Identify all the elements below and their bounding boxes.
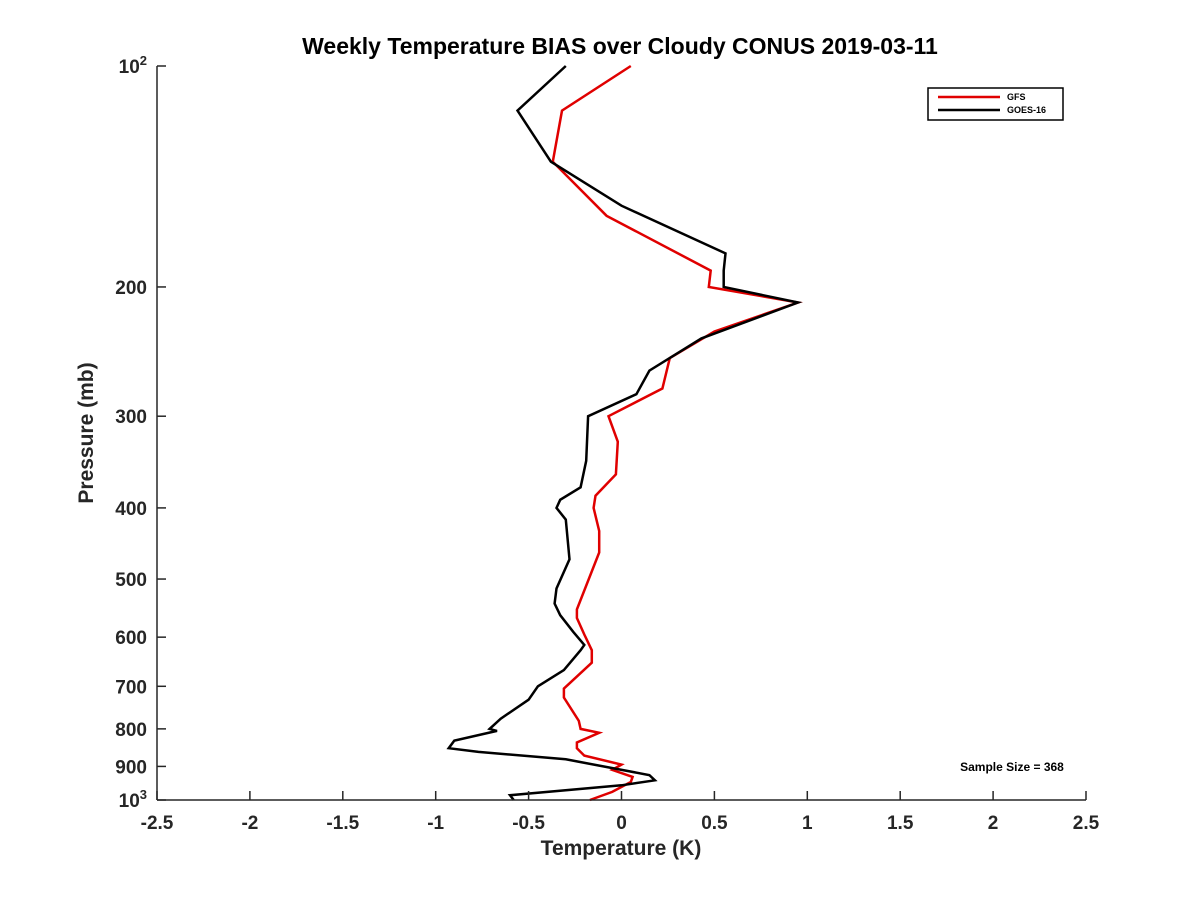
y-axis-ticks: 102 200 300 400 500 600 700 800 900 103 <box>115 53 166 812</box>
y-tick-label: 103 <box>119 787 147 812</box>
x-tick-label: 2.5 <box>1073 813 1100 834</box>
x-tick-label: 1 <box>802 813 813 834</box>
x-tick-label: 0 <box>616 813 627 834</box>
y-tick-label: 600 <box>115 628 147 649</box>
y-tick-label: 300 <box>115 407 147 428</box>
y-tick-label: 500 <box>115 570 147 591</box>
x-tick-label: 1.5 <box>887 813 914 834</box>
x-tick-label: -2.5 <box>141 813 174 834</box>
y-tick-label: 200 <box>115 278 147 299</box>
plot-area <box>446 64 803 802</box>
series-line-gfs <box>551 64 803 802</box>
x-axis-ticks: -2.5 -2 -1.5 -1 -0.5 0 0.5 1 1.5 2 2.5 <box>141 791 1100 834</box>
y-tick-label: 800 <box>115 720 147 741</box>
y-tick-label: 900 <box>115 757 147 778</box>
legend-label-gfs: GFS <box>1007 92 1026 102</box>
x-tick-label: -1.5 <box>326 813 359 834</box>
legend: GFS GOES-16 <box>927 87 1064 121</box>
y-tick-label: 700 <box>115 677 147 698</box>
x-tick-label: 0.5 <box>701 813 728 834</box>
x-tick-label: -2 <box>241 813 258 834</box>
series-line-goes16 <box>446 65 803 801</box>
y-tick-label: 102 <box>119 53 147 78</box>
sample-size-annotation: Sample Size = 368 <box>960 760 1064 774</box>
y-tick-label: 400 <box>115 499 147 520</box>
legend-box <box>927 87 1064 121</box>
x-tick-label: 2 <box>988 813 999 834</box>
x-tick-label: -0.5 <box>512 813 545 834</box>
x-tick-label: -1 <box>427 813 444 834</box>
chart-title: Weekly Temperature BIAS over Cloudy CONU… <box>302 33 938 59</box>
x-axis-label: Temperature (K) <box>541 837 702 860</box>
y-axis-label: Pressure (mb) <box>75 362 98 503</box>
legend-label-goes16: GOES-16 <box>1007 105 1046 115</box>
